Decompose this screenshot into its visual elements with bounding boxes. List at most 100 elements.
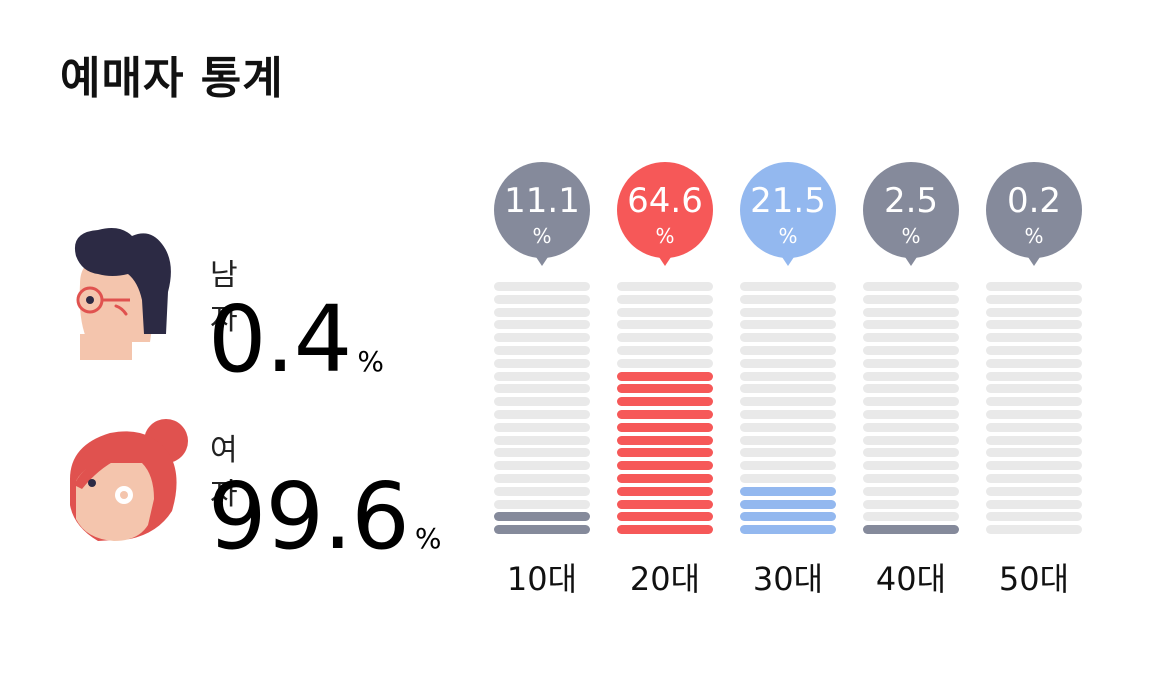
value-bubble: 11.1% [494, 162, 590, 266]
female-unit: % [414, 522, 442, 555]
category-label: 20대 [629, 560, 701, 598]
bar-stack [740, 282, 836, 536]
bar-segment-filled [494, 525, 590, 535]
value-bubble: 2.5% [863, 162, 959, 266]
male-value: 0.4% [208, 286, 384, 393]
bar-segment [494, 384, 590, 394]
bar-segment [863, 358, 959, 368]
bar-segment [986, 499, 1082, 509]
male-avatar-icon [74, 228, 171, 360]
bar-segment [986, 512, 1082, 522]
bar-segment-filled [617, 397, 713, 407]
bar-segment-filled [617, 422, 713, 432]
bar-segment [863, 422, 959, 432]
bar-segment [740, 461, 836, 471]
bar-stack [494, 282, 590, 536]
bar-segment [863, 461, 959, 471]
value-label: 64.6 [627, 181, 703, 221]
bar-segment-filled [740, 512, 836, 522]
bar-segment [740, 397, 836, 407]
bubble-shape [986, 162, 1082, 266]
bar-segment [986, 294, 1082, 304]
bar-segment [863, 320, 959, 330]
bar-segment [494, 397, 590, 407]
bar-segment [494, 448, 590, 458]
bar-segment [494, 333, 590, 343]
bubble-shape [617, 162, 713, 266]
bar-segment [986, 371, 1082, 381]
bar-segment [494, 422, 590, 432]
bar-segment [617, 346, 713, 355]
bar-segment [617, 358, 713, 368]
bar-segment [986, 461, 1082, 471]
bubble-shape [863, 162, 959, 266]
bar-segment [986, 525, 1082, 535]
bar-segment [740, 422, 836, 432]
bar-segment [494, 435, 590, 445]
bar-segment [494, 410, 590, 419]
bar-segment-filled [617, 448, 713, 458]
bar-segment-filled [617, 435, 713, 445]
value-bubble: 21.5% [740, 162, 836, 266]
bubble-shape [494, 162, 590, 266]
female-value: 99.6% [208, 463, 442, 570]
bar-segment [863, 384, 959, 394]
bar-segment [986, 282, 1082, 291]
bar-segment-filled [617, 486, 713, 496]
bar-segment [986, 410, 1082, 419]
page-title: 예매자 통계 [60, 53, 284, 104]
bar-segment [740, 474, 836, 483]
bar-segment [740, 371, 836, 381]
bar-segment [740, 435, 836, 445]
bar-segment [863, 346, 959, 355]
category-label: 30대 [752, 560, 824, 598]
bar-segment [740, 320, 836, 330]
bar-segment [863, 397, 959, 407]
value-bubble: 0.2% [986, 162, 1082, 266]
bar-segment [986, 422, 1082, 432]
bar-segment-filled [617, 525, 713, 535]
bar-segment-filled [617, 371, 713, 381]
bubble-shape [740, 162, 836, 266]
bar-segment [863, 294, 959, 304]
value-unit: % [1024, 224, 1044, 248]
bar-segment [494, 346, 590, 355]
bar-segment-filled [740, 499, 836, 509]
bar-segment [617, 333, 713, 343]
bar-segment [863, 435, 959, 445]
value-bubble: 64.6% [617, 162, 713, 266]
bar-segment [494, 282, 590, 291]
bar-segment [986, 384, 1082, 394]
bar-segment-filled [617, 512, 713, 522]
female-avatar-icon [70, 419, 188, 541]
female-label: 여자 [210, 433, 238, 512]
bar-segment-filled [740, 486, 836, 496]
male-label: 남자 [210, 258, 238, 337]
bar-stack [986, 282, 1082, 536]
bar-segment [494, 371, 590, 381]
bar-segment [863, 512, 959, 522]
bar-segment [986, 474, 1082, 483]
bar-segment [494, 320, 590, 330]
bar-segment [986, 333, 1082, 343]
bar-segment [863, 486, 959, 496]
bar-segment [740, 294, 836, 304]
bar-segment [986, 486, 1082, 496]
value-label: 11.1 [504, 181, 580, 221]
bar-segment [863, 371, 959, 381]
bar-segment [494, 307, 590, 317]
bar-segment [740, 346, 836, 355]
value-label: 0.2 [1006, 181, 1062, 221]
bar-segment-filled [617, 410, 713, 419]
male-unit: % [357, 345, 384, 378]
bar-segment [863, 333, 959, 343]
value-label: 2.5 [883, 181, 939, 221]
bar-segment [740, 384, 836, 394]
bar-segment [863, 474, 959, 483]
bar-segment [494, 358, 590, 368]
bar-segment-filled [740, 525, 836, 535]
bar-segment [863, 499, 959, 509]
category-label: 50대 [998, 560, 1070, 598]
bar-segment [986, 448, 1082, 458]
bar-segment [740, 307, 836, 317]
